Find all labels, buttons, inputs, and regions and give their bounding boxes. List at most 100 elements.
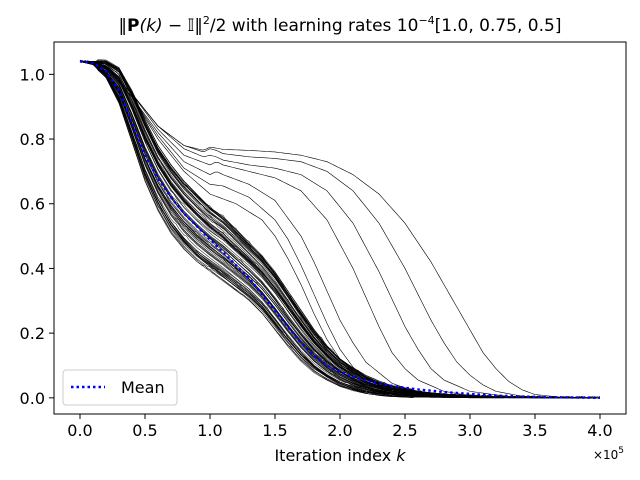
run-line [79, 60, 601, 399]
run-line [79, 61, 601, 399]
x-tick-label: 2.0 [327, 421, 352, 440]
run-line [79, 59, 601, 399]
legend: Mean [62, 369, 178, 406]
run-line [79, 61, 601, 399]
run-line [79, 61, 601, 399]
x-tick-label: 2.5 [392, 421, 417, 440]
run-line [79, 61, 601, 399]
title-P: P [127, 16, 139, 36]
run-line [79, 61, 601, 399]
run-line [79, 61, 601, 399]
run-line [79, 61, 601, 399]
x-tick-label: 0.5 [132, 421, 157, 440]
run-line [79, 61, 601, 399]
x-axis-label: Iteration index k [274, 446, 406, 465]
legend-mean-label: Mean [121, 378, 165, 397]
x-axis-label-var: k [396, 446, 406, 465]
legend-box [62, 369, 178, 406]
run-line [79, 61, 601, 399]
run-line [79, 61, 601, 399]
run-line [79, 61, 601, 399]
run-line [79, 61, 601, 399]
run-line [79, 59, 601, 399]
run-line [79, 61, 601, 399]
run-line [79, 61, 601, 399]
run-line [79, 61, 601, 399]
x-axis-offset-text: ×105 [593, 446, 624, 462]
run-line [79, 61, 601, 399]
plot-frame [53, 41, 627, 415]
run-line [79, 61, 601, 399]
run-line [79, 61, 601, 399]
y-tick-label: 0.2 [20, 324, 45, 343]
run-line [79, 61, 601, 399]
run-line [79, 61, 601, 399]
run-line [79, 61, 601, 399]
mean-line [79, 60, 601, 400]
mean-line-layer [79, 60, 601, 400]
run-line [79, 61, 601, 399]
run-line [79, 61, 601, 399]
run-line-outlier [79, 61, 601, 399]
run-line [79, 61, 601, 399]
title-norm-close: ‖ [194, 16, 203, 36]
run-line-outlier [79, 61, 600, 399]
run-line [79, 61, 601, 399]
run-line [79, 61, 601, 399]
run-line [79, 61, 601, 399]
y-tick-label: 1.0 [20, 65, 45, 84]
run-line [80, 61, 601, 399]
y-tick-label: 0.6 [20, 195, 45, 214]
run-line-outlier [79, 61, 601, 399]
run-line [79, 60, 601, 399]
run-line [79, 61, 601, 399]
run-line [79, 61, 601, 399]
title-k-arg: (k) [139, 16, 162, 36]
run-line [79, 61, 601, 399]
run-line [79, 61, 601, 399]
run-line [79, 61, 601, 399]
run-line [79, 61, 601, 399]
title-sq: 2 [203, 14, 210, 27]
run-line [79, 61, 601, 399]
x-axis: 0.0 0.5 1.0 1.5 2.0 2.5 3.0 3.5 4.0 [67, 414, 613, 440]
run-line [79, 59, 601, 399]
run-line [79, 61, 600, 399]
y-tick-label: 0.0 [20, 389, 45, 408]
run-line [79, 61, 601, 399]
run-line [79, 61, 601, 399]
run-line [79, 61, 601, 399]
run-line [79, 61, 600, 399]
x-tick-label: 0.0 [67, 421, 92, 440]
run-line-outlier [79, 61, 601, 399]
x-tick-label: 3.5 [522, 421, 547, 440]
run-line [79, 61, 601, 399]
run-line [79, 61, 601, 399]
run-line [79, 59, 601, 399]
x-offset-base: ×10 [593, 448, 618, 462]
run-line [79, 61, 601, 399]
x-tick-label: 1.0 [197, 421, 222, 440]
run-line [79, 61, 601, 399]
run-line [79, 61, 601, 399]
y-tick-label: 0.8 [20, 130, 45, 149]
run-line [79, 61, 601, 399]
run-line [79, 61, 601, 399]
run-line-outlier [79, 61, 600, 399]
run-line [79, 60, 601, 399]
title-rest-before-exp: /2 with learning rates 10 [210, 16, 419, 36]
run-lines [79, 59, 601, 399]
title-norm-open: ‖ [119, 16, 128, 36]
y-tick-label: 0.4 [20, 259, 45, 278]
run-line [79, 60, 601, 399]
run-line [79, 61, 601, 399]
run-line [79, 61, 601, 399]
run-line [79, 61, 601, 399]
title-minus: − [163, 16, 188, 36]
run-line [79, 61, 601, 399]
run-line [79, 61, 601, 399]
x-offset-exp: 5 [618, 446, 624, 456]
run-line [79, 61, 601, 399]
run-line [79, 61, 601, 399]
run-line [79, 61, 601, 399]
